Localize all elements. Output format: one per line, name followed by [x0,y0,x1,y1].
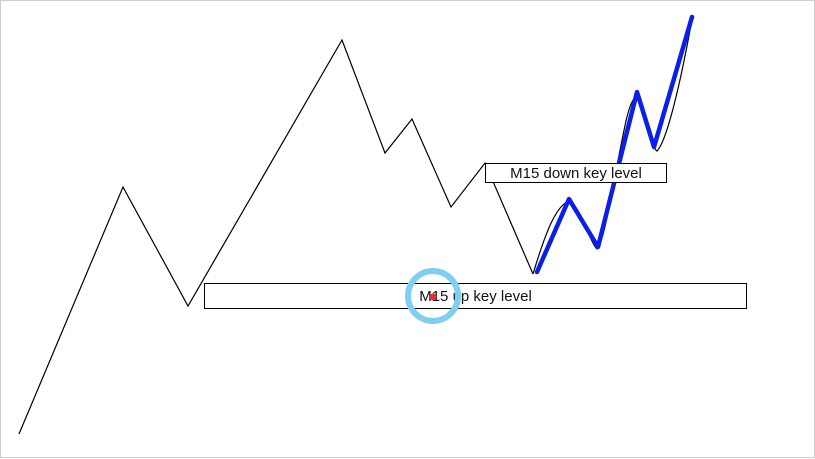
up-key-level-label: M15 up key level [419,287,532,305]
projected-path-line [534,14,695,275]
price-continuation-curve [532,18,693,275]
m15-up-key-level-box: M15 up key level [204,283,747,309]
m15-down-key-level-box: M15 down key level [485,163,667,183]
down-key-level-label: M15 down key level [510,164,642,182]
price-path-line [18,38,534,435]
